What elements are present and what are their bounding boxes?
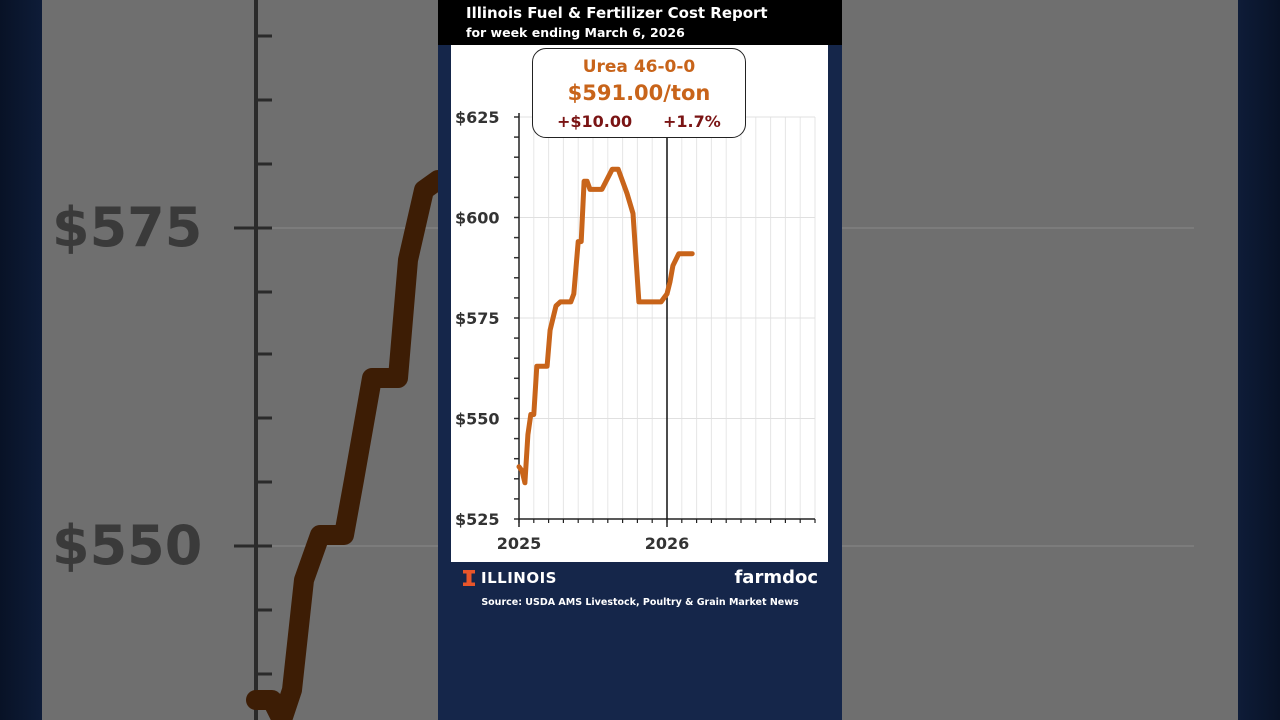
report-card: Illinois Fuel & Fertilizer Cost Report f… — [438, 0, 842, 720]
illinois-logo-icon — [463, 570, 475, 586]
series-line — [516, 166, 695, 486]
illinois-wordmark: ILLINOIS — [481, 569, 557, 587]
farmdoc-logo: farmdoc — [734, 567, 818, 588]
y-tick-label: $550 — [455, 410, 500, 429]
chart-area: $525 $550 $575 $600 $625 2025 2026 Urea 46-0-0… — [451, 45, 828, 562]
report-header: Illinois Fuel & Fertilizer Cost Report f… — [438, 0, 842, 45]
report-subtitle: for week ending March 6, 2026 — [466, 25, 685, 40]
callout-product-name: Urea 46-0-0 — [582, 57, 696, 77]
y-tick-label: $625 — [455, 108, 500, 127]
illinois-brand: ILLINOIS — [463, 569, 557, 587]
callout-percent-change: +1.7% — [663, 112, 721, 131]
report-title: Illinois Fuel & Fertilizer Cost Report — [466, 4, 768, 22]
source-note: Source: USDA AMS Livestock, Poultry & Gr… — [481, 597, 799, 608]
background-edge-right — [1238, 0, 1280, 720]
x-tick-label: 2025 — [497, 534, 542, 553]
background-label-550: $550 — [52, 514, 203, 577]
y-tick-label: $525 — [455, 510, 500, 529]
line-chart: $525 $550 $575 $600 $625 2025 2026 — [455, 108, 816, 553]
callout-price: $591.00/ton — [567, 81, 711, 105]
callout-dollar-change: +$10.00 — [557, 112, 633, 131]
x-tick-label: 2026 — [645, 534, 690, 553]
y-tick-label: $575 — [455, 309, 500, 328]
background-series-line — [246, 170, 448, 720]
background-label-575: $575 — [52, 196, 203, 259]
background-ticks — [234, 34, 272, 676]
background-edge-left — [0, 0, 42, 720]
y-tick-label: $600 — [455, 209, 500, 228]
price-callout: Urea 46-0-0 $591.00/ton +$10.00 +1.7% — [532, 48, 746, 138]
